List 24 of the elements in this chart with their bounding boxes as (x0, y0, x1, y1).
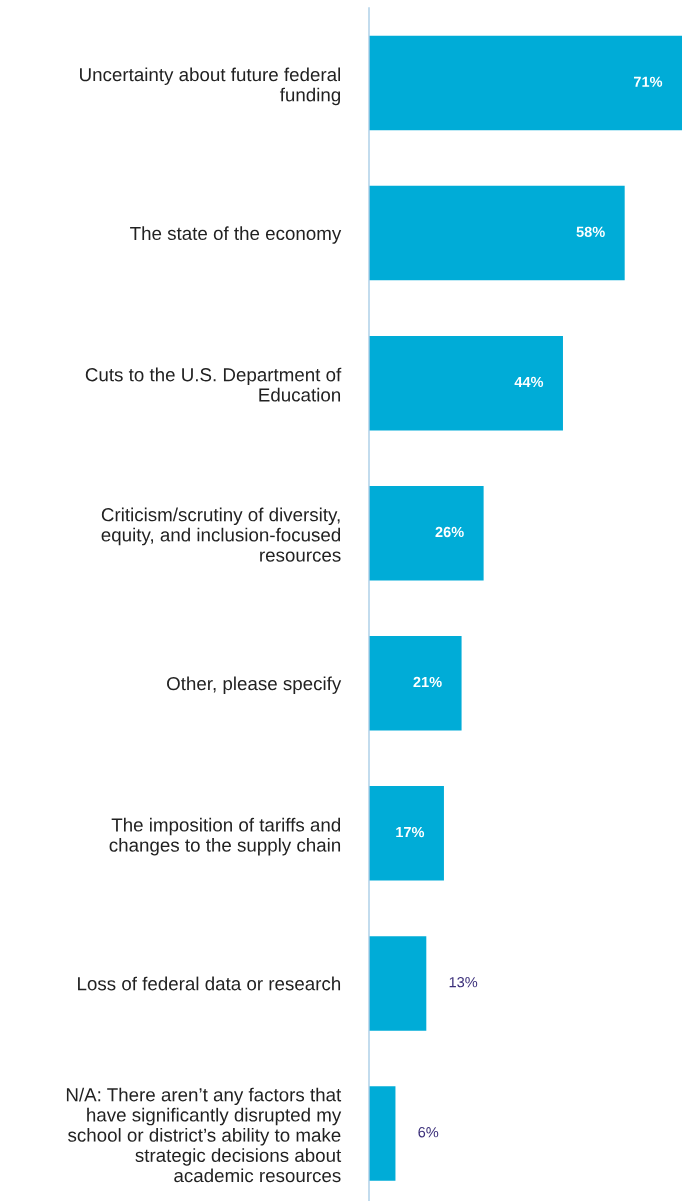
y-tick-label: Other, please specify (167, 676, 342, 694)
data-label: 6% (418, 1127, 439, 1138)
data-label: 21% (413, 676, 442, 688)
data-label: 44% (514, 376, 544, 388)
data-label: 26% (435, 526, 464, 538)
data-label: 58% (576, 226, 605, 238)
data-label: 71% (633, 76, 663, 87)
y-tick-label: Criticism/scrutiny of diversity, equity, and inclusion-focused resources (101, 507, 341, 562)
y-tick-label: The imposition of tariffs and changes to the supply chain (109, 817, 341, 856)
bar (369, 335, 563, 431)
bar (369, 786, 444, 881)
bar (369, 1086, 396, 1181)
y-tick-label: The state of the economy (130, 226, 342, 244)
y-tick-label: N/A: There aren’t any factors that have significantly disrupted my school or district’s ability to make strategic decisions about academic resources (66, 1087, 342, 1183)
bar (369, 485, 484, 581)
data-label: 13% (449, 977, 478, 988)
bar (369, 185, 625, 281)
y-tick-label: Cuts to the U.S. Department of Education (85, 367, 342, 402)
bar (369, 35, 682, 131)
data-label: 17% (396, 826, 425, 838)
y-tick-label: Loss of federal data or research (78, 976, 341, 991)
bar (369, 636, 462, 731)
bar (369, 936, 427, 1031)
y-tick-label: Uncertainty about future federal funding (80, 67, 341, 106)
